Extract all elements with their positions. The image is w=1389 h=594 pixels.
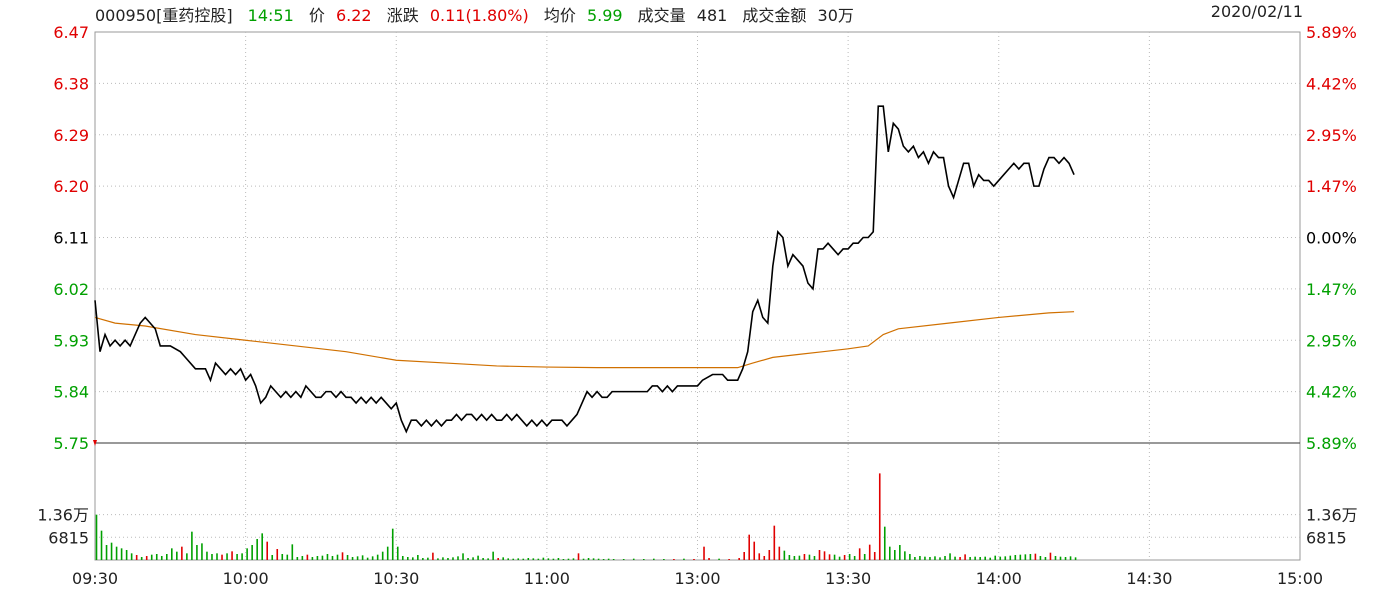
- y-left-tick-label: 6.47: [53, 23, 89, 42]
- y-right-tick-label: 5.89%: [1306, 434, 1357, 453]
- y-right-tick-label: 1.47%: [1306, 177, 1357, 196]
- y-left-tick-label: 6.02: [53, 280, 89, 299]
- price-label: 价: [308, 6, 325, 25]
- avg-price-line: [94, 311, 1075, 369]
- avg-label: 均价: [543, 6, 576, 25]
- x-tick-label: 14:30: [1126, 569, 1172, 588]
- y-right-tick-label: 4.42%: [1306, 74, 1357, 93]
- y-right-tick-label: 1.47%: [1306, 280, 1357, 299]
- price-line: [94, 105, 1075, 434]
- y-left-tick-label: 5.84: [53, 383, 89, 402]
- y-right-tick-label: 2.95%: [1306, 331, 1357, 350]
- amount-label: 成交金额: [742, 6, 807, 25]
- volume-tick-label: 6815: [1306, 528, 1347, 547]
- x-tick-label: 14:00: [976, 569, 1022, 588]
- x-tick-label: 10:00: [223, 569, 269, 588]
- price-value: 6.22: [335, 6, 372, 25]
- y-left-tick-label: 5.75: [53, 434, 89, 453]
- x-tick-label: 11:00: [524, 569, 570, 588]
- volume-label: 成交量: [637, 6, 686, 25]
- stock-code: 000950[重药控股]: [95, 6, 233, 25]
- quote-date: 2020/02/11: [1210, 2, 1303, 21]
- x-tick-label: 15:00: [1277, 569, 1323, 588]
- volume-value: 481: [696, 6, 728, 25]
- low-marker: [93, 440, 97, 446]
- y-right-tick-label: 4.42%: [1306, 383, 1357, 402]
- y-left-tick-label: 6.38: [53, 74, 89, 93]
- volume-tick-label: 1.36万: [1306, 506, 1358, 525]
- change-value: 0.11(1.80%): [429, 6, 529, 25]
- y-left-tick-label: 6.29: [53, 126, 89, 145]
- y-right-tick-label: 5.89%: [1306, 23, 1357, 42]
- x-tick-label: 10:30: [373, 569, 419, 588]
- y-left-tick-label: 6.11: [53, 229, 89, 248]
- y-left-tick-label: 5.93: [53, 331, 89, 350]
- x-tick-label: 09:30: [72, 569, 118, 588]
- y-right-tick-label: 2.95%: [1306, 126, 1357, 145]
- quote-time: 14:51: [247, 6, 294, 25]
- amount-value: 30万: [817, 6, 854, 25]
- volume-tick-label: 1.36万: [37, 506, 89, 525]
- avg-value: 5.99: [586, 6, 623, 25]
- volume-tick-label: 6815: [48, 528, 89, 547]
- change-label: 涨跌: [386, 6, 419, 25]
- y-right-tick-label: 0.00%: [1306, 229, 1357, 248]
- x-tick-label: 13:30: [825, 569, 871, 588]
- x-tick-label: 13:00: [674, 569, 720, 588]
- y-left-tick-label: 6.20: [53, 177, 89, 196]
- quote-header: 000950[重药控股] 14:51 价 6.22 涨跌 0.11(1.80%)…: [95, 2, 864, 26]
